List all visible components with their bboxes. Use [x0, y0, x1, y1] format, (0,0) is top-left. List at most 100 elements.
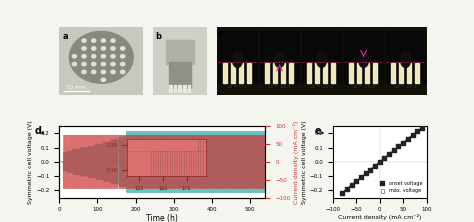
onset voltage: [338, 191, 346, 194]
max. voltage: [413, 129, 421, 133]
Bar: [231, 63, 235, 83]
max. voltage: [418, 126, 426, 129]
onset voltage: [371, 164, 379, 168]
max. voltage: [385, 152, 393, 156]
Circle shape: [72, 55, 76, 58]
onset voltage: [357, 176, 365, 179]
Text: Δt = 19 s: Δt = 19 s: [310, 84, 333, 89]
max. voltage: [381, 156, 388, 160]
Bar: [273, 63, 277, 83]
Text: Δt = 0 s: Δt = 0 s: [228, 84, 247, 89]
Text: Δt = 10 s: Δt = 10 s: [268, 84, 291, 89]
Bar: [169, 62, 191, 88]
Bar: [173, 85, 176, 92]
Bar: [415, 63, 419, 83]
Bar: [260, 31, 299, 83]
Circle shape: [82, 39, 86, 42]
Circle shape: [120, 70, 125, 74]
Text: 10 mm: 10 mm: [66, 85, 86, 90]
Circle shape: [120, 55, 125, 58]
Circle shape: [101, 39, 106, 42]
Text: e.: e.: [314, 126, 325, 136]
max. voltage: [348, 183, 356, 187]
Bar: [331, 63, 335, 83]
onset voltage: [404, 137, 411, 141]
Circle shape: [358, 51, 369, 67]
Bar: [247, 63, 251, 83]
Text: b: b: [155, 32, 161, 41]
max. voltage: [338, 191, 346, 194]
Circle shape: [101, 70, 106, 74]
Circle shape: [82, 62, 86, 66]
Bar: [302, 31, 341, 83]
Circle shape: [91, 70, 96, 74]
Circle shape: [82, 70, 86, 74]
Bar: [315, 63, 319, 83]
Circle shape: [111, 62, 115, 66]
Text: d.: d.: [35, 126, 45, 136]
Circle shape: [91, 47, 96, 50]
onset voltage: [413, 129, 421, 133]
Circle shape: [82, 47, 86, 50]
Circle shape: [101, 55, 106, 58]
Bar: [178, 85, 181, 92]
Bar: [349, 63, 353, 83]
Bar: [344, 31, 383, 83]
Circle shape: [401, 51, 410, 67]
Circle shape: [82, 55, 86, 58]
max. voltage: [357, 176, 365, 179]
onset voltage: [376, 160, 383, 164]
Bar: [169, 85, 172, 92]
max. voltage: [395, 145, 402, 148]
onset voltage: [353, 179, 360, 183]
onset voltage: [400, 141, 407, 144]
Circle shape: [111, 70, 115, 74]
Circle shape: [111, 47, 115, 50]
Circle shape: [72, 62, 76, 66]
Bar: [188, 85, 190, 92]
Circle shape: [111, 39, 115, 42]
Circle shape: [274, 51, 284, 67]
Circle shape: [101, 78, 106, 81]
X-axis label: Time (h): Time (h): [146, 214, 178, 222]
max. voltage: [376, 160, 383, 164]
Legend: onset voltage, max. voltage: onset voltage, max. voltage: [378, 179, 424, 195]
onset voltage: [409, 133, 416, 137]
max. voltage: [400, 141, 407, 144]
Bar: [265, 63, 269, 83]
max. voltage: [390, 149, 398, 152]
Bar: [289, 63, 292, 83]
X-axis label: Current density (mA cm⁻²): Current density (mA cm⁻²): [338, 214, 421, 220]
Bar: [407, 63, 410, 83]
Bar: [218, 31, 257, 83]
max. voltage: [343, 187, 351, 190]
Bar: [365, 63, 369, 83]
onset voltage: [390, 149, 398, 152]
Y-axis label: Current density (mA cm⁻²): Current density (mA cm⁻²): [293, 120, 299, 204]
onset voltage: [418, 126, 426, 129]
Bar: [391, 63, 395, 83]
Bar: [183, 85, 186, 92]
Circle shape: [120, 62, 125, 66]
Circle shape: [232, 51, 243, 67]
Text: c: c: [219, 29, 224, 38]
Bar: [386, 31, 425, 83]
Text: Δt = 24 s: Δt = 24 s: [352, 84, 375, 89]
Bar: [166, 40, 193, 64]
max. voltage: [371, 164, 379, 168]
onset voltage: [395, 145, 402, 148]
Text: Δt = 29 s: Δt = 29 s: [394, 84, 417, 89]
Bar: [357, 63, 361, 83]
onset voltage: [343, 187, 351, 190]
Circle shape: [91, 39, 96, 42]
onset voltage: [385, 152, 393, 156]
max. voltage: [404, 137, 411, 141]
Bar: [281, 63, 284, 83]
Y-axis label: Symmetric cell voltage (V): Symmetric cell voltage (V): [302, 120, 307, 204]
Bar: [399, 63, 402, 83]
onset voltage: [362, 172, 369, 175]
Bar: [223, 63, 227, 83]
onset voltage: [348, 183, 356, 187]
Bar: [373, 63, 377, 83]
Circle shape: [111, 55, 115, 58]
